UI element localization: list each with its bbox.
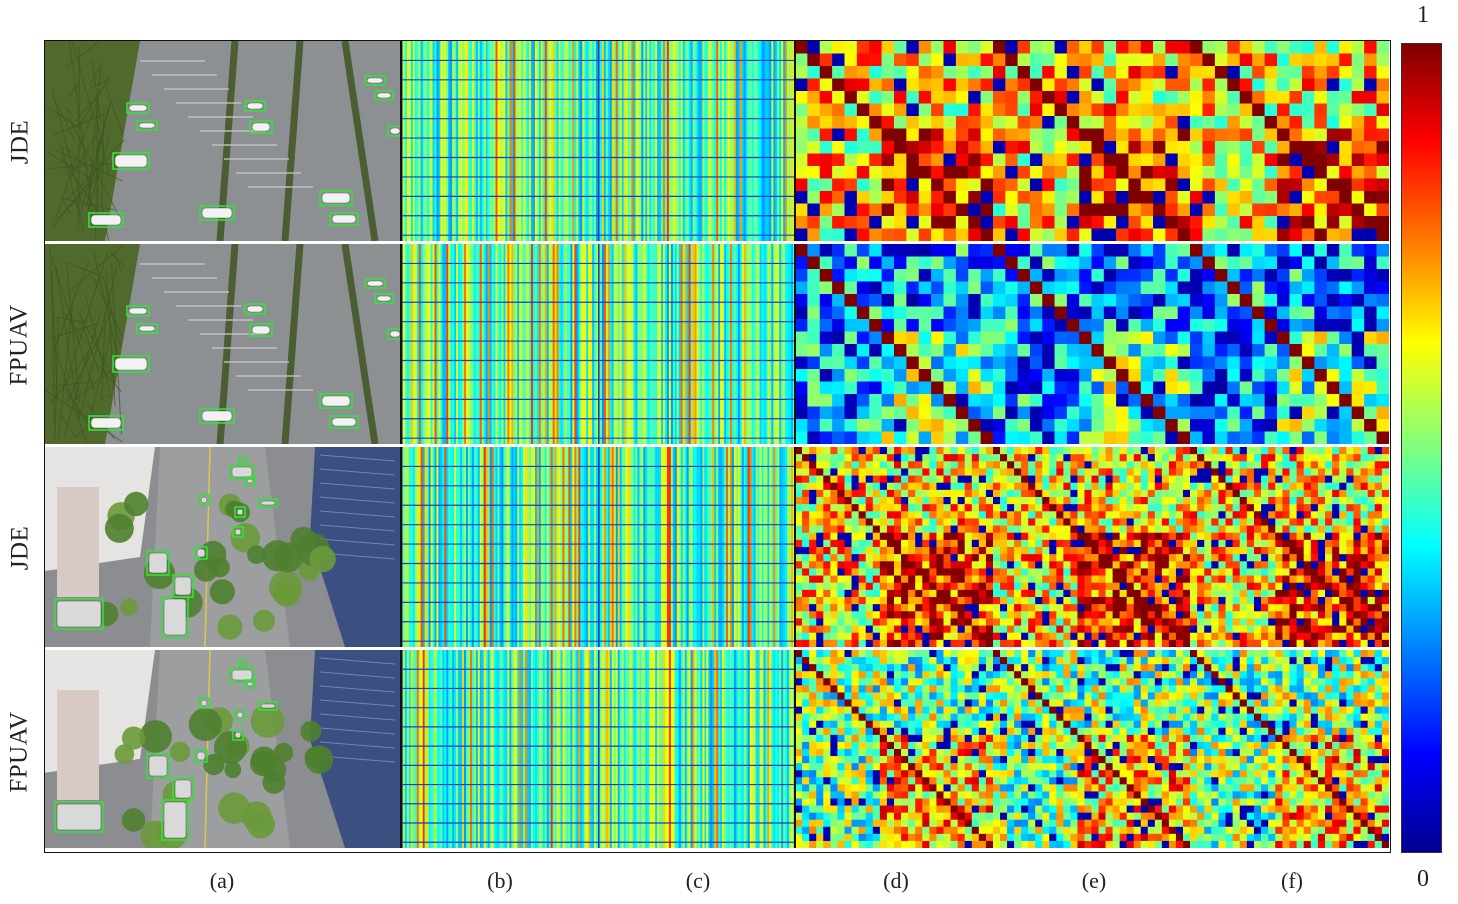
- column-label-e: (e): [1081, 868, 1107, 893]
- column-divider: [794, 650, 796, 848]
- figure-row: [45, 41, 1389, 244]
- figure-row: [45, 447, 1389, 650]
- figure-row: [45, 244, 1389, 447]
- column-label-b: (b): [487, 868, 513, 893]
- column-divider: [794, 41, 796, 241]
- figure-row: [45, 650, 1389, 851]
- row-label-3: JDE: [6, 525, 33, 571]
- scene-photo: [45, 650, 401, 848]
- column-divider: [400, 447, 402, 647]
- scene-photo: [45, 244, 401, 444]
- column-divider: [400, 244, 402, 444]
- scene-photo: [45, 447, 401, 647]
- figure-grid: [44, 40, 1391, 853]
- feature-map: [598, 41, 795, 241]
- similarity-heatmap: [1190, 447, 1389, 647]
- column-label-c: (c): [685, 868, 711, 893]
- feature-map: [401, 447, 598, 647]
- similarity-heatmap: [1190, 41, 1389, 241]
- column-divider: [794, 244, 796, 444]
- similarity-heatmap: [1190, 650, 1389, 848]
- column-label-a: (a): [209, 868, 235, 893]
- feature-map: [598, 447, 795, 647]
- similarity-heatmap: [993, 41, 1190, 241]
- similarity-heatmap: [993, 650, 1190, 848]
- similarity-heatmap: [993, 447, 1190, 647]
- similarity-heatmap: [795, 650, 993, 848]
- similarity-heatmap: [1190, 244, 1389, 444]
- column-label-f: (f): [1281, 868, 1303, 893]
- scene-photo: [45, 41, 401, 241]
- colorbar: [1401, 43, 1442, 853]
- feature-map: [401, 41, 598, 241]
- column-divider: [400, 650, 402, 848]
- feature-map: [598, 244, 795, 444]
- feature-map: [401, 650, 598, 848]
- similarity-heatmap: [795, 244, 993, 444]
- similarity-heatmap: [795, 41, 993, 241]
- feature-map: [598, 650, 795, 848]
- similarity-heatmap: [795, 447, 993, 647]
- column-divider: [400, 41, 402, 241]
- similarity-heatmap: [993, 244, 1190, 444]
- row-label-4: FPUAV: [6, 711, 33, 793]
- column-label-d: (d): [883, 868, 909, 893]
- colorbar-min-label: 0: [1417, 866, 1429, 892]
- row-label-1: JDE: [6, 119, 33, 165]
- colorbar-max-label: 1: [1417, 2, 1429, 28]
- feature-map: [401, 244, 598, 444]
- row-label-2: FPUAV: [6, 304, 33, 386]
- column-divider: [794, 447, 796, 647]
